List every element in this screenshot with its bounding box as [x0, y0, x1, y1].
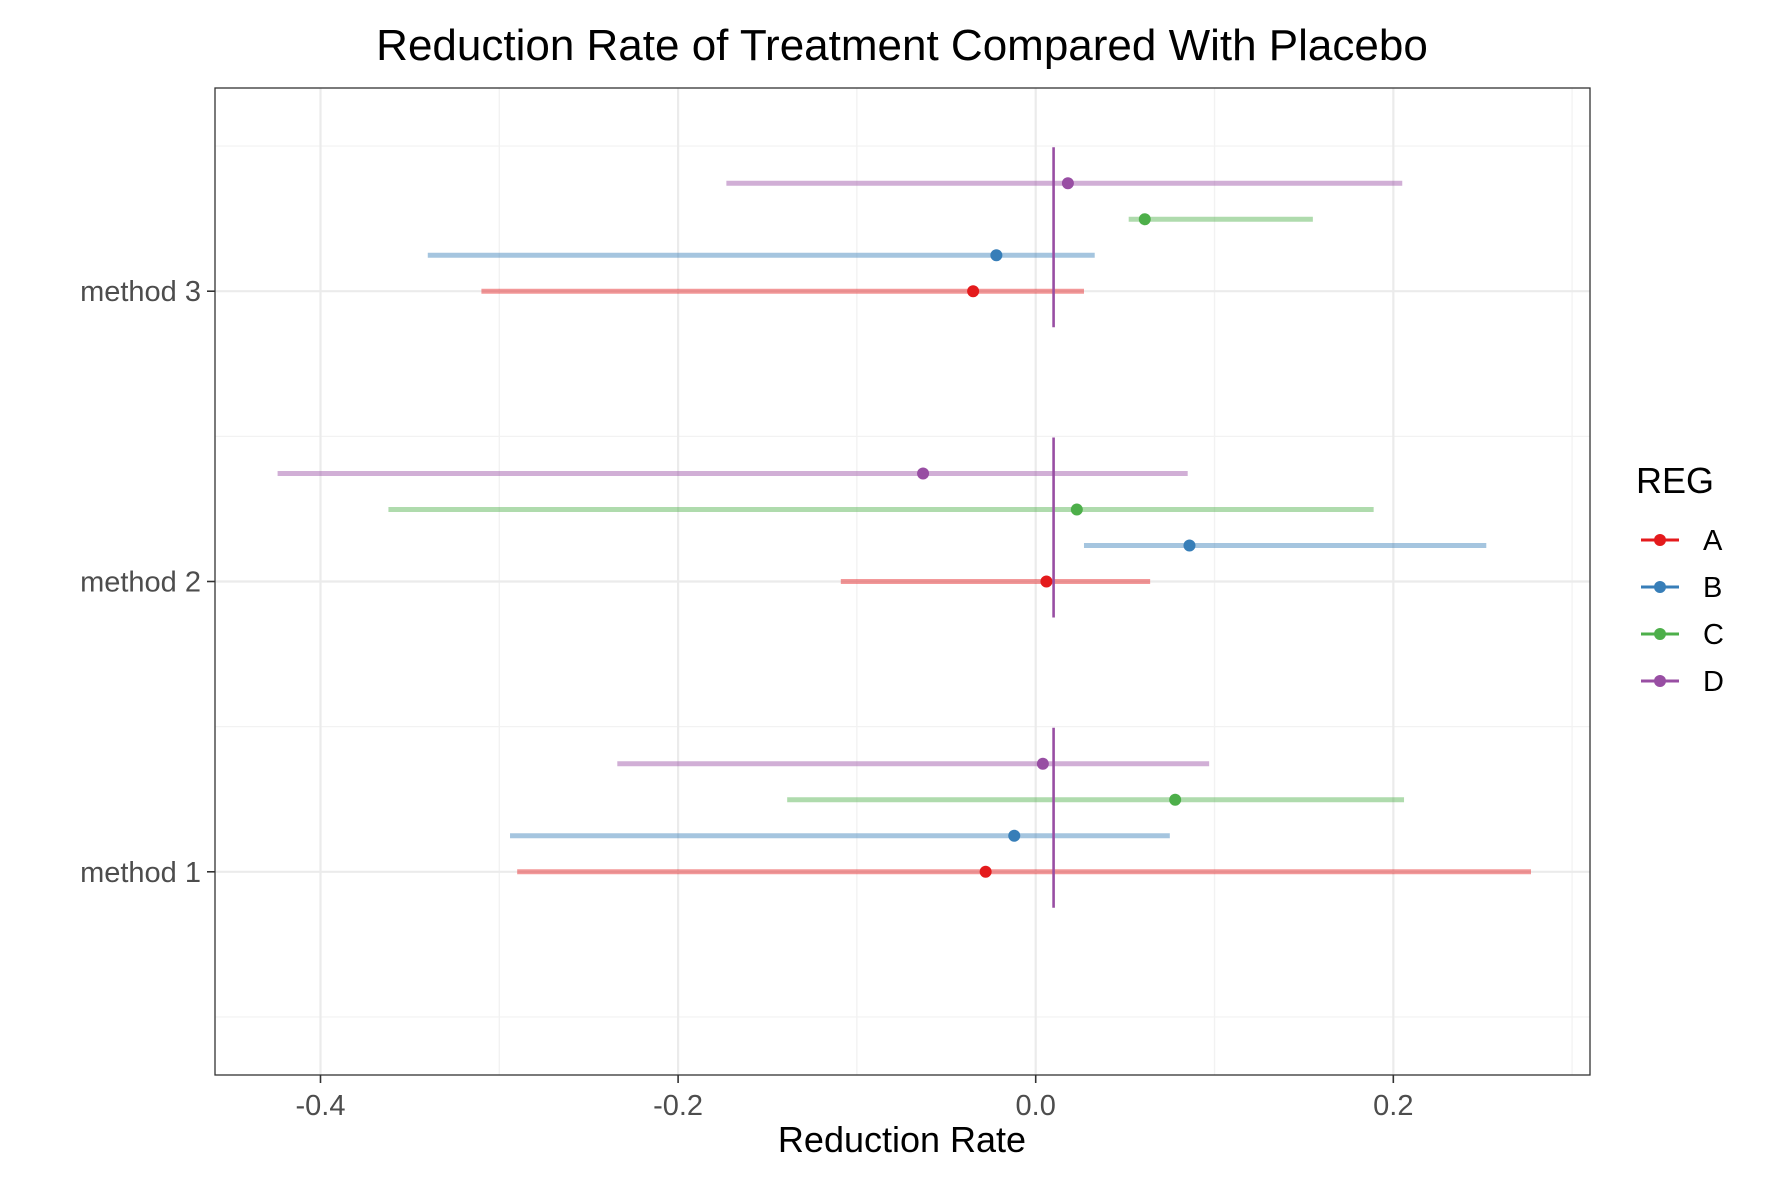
point-estimate-c [1169, 793, 1182, 806]
point-estimate-a [979, 865, 992, 878]
point-estimate-b [990, 249, 1003, 262]
point-estimate-b [1183, 539, 1196, 552]
data-layer [277, 147, 1531, 908]
legend-label-b: B [1703, 572, 1722, 604]
x-tick-label: 0.2 [1373, 1090, 1413, 1122]
point-estimate-d [917, 467, 930, 480]
axis-layer: -0.4 -0.2 0.0 0.2 method 1 method 2 method 3 [80, 276, 1413, 1122]
chart-title: Reduction Rate of Treatment Compared Wit… [376, 21, 1428, 70]
point-estimate-d [1036, 757, 1049, 770]
x-tick-label: -0.4 [296, 1090, 346, 1122]
legend-key-point-d [1654, 675, 1666, 687]
point-estimate-d [1061, 177, 1074, 190]
y-tick-label: method 2 [80, 567, 201, 599]
y-tick-label: method 1 [80, 857, 201, 889]
legend-label-a: A [1703, 525, 1723, 557]
plot-border [214, 87, 1591, 1076]
point-estimate-a [967, 285, 980, 298]
legend-key-point-a [1654, 534, 1666, 546]
x-tick-label: -0.2 [653, 1090, 703, 1122]
point-estimate-c [1138, 213, 1151, 226]
legend-label-c: C [1703, 619, 1724, 651]
legend-label-d: D [1703, 666, 1724, 698]
y-tick-label: method 3 [80, 276, 201, 308]
legend-key-point-b [1654, 581, 1666, 593]
x-tick-label: 0.0 [1016, 1090, 1056, 1122]
grid-layer [215, 88, 1590, 1075]
legend-title: REG [1636, 460, 1714, 501]
x-axis-title: Reduction Rate [778, 1119, 1026, 1160]
point-estimate-c [1070, 503, 1083, 516]
point-estimate-a [1040, 575, 1053, 588]
point-estimate-b [1008, 829, 1021, 842]
legend-key-point-c [1654, 628, 1666, 640]
